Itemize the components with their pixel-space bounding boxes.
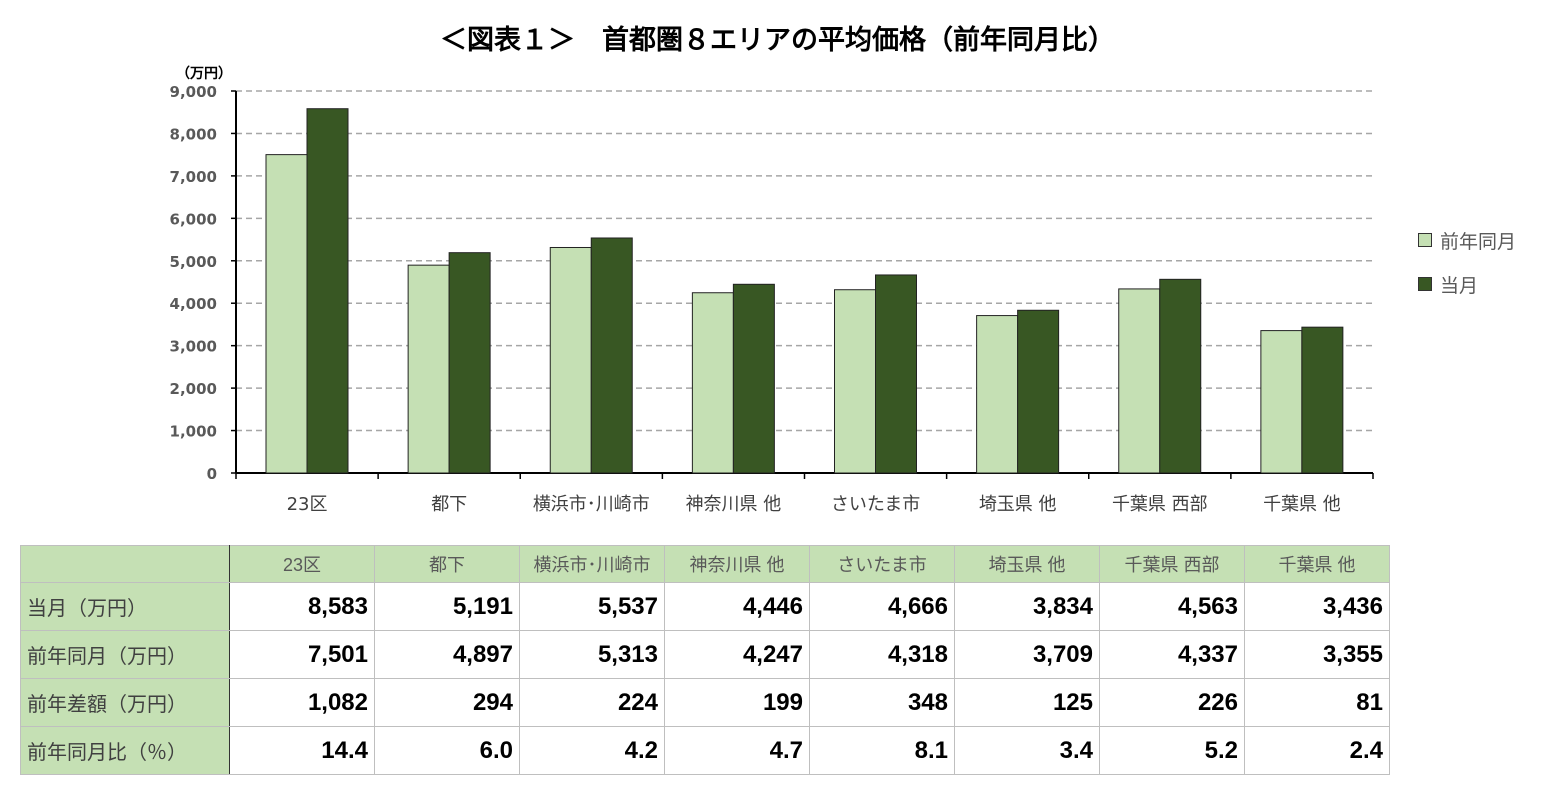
table-cell: 2.4 [1244, 726, 1390, 775]
table-cell: 199 [664, 678, 810, 727]
table-cell: 4,897 [374, 630, 520, 679]
row-label: 当月（万円） [20, 582, 230, 631]
y-axis-unit: （万円） [176, 66, 232, 82]
table-row: 前年差額（万円） 1,082 294 224 199 348 125 226 81 [20, 678, 1390, 727]
y-tick-label: 0 [207, 465, 217, 483]
bar-current-month [306, 108, 349, 474]
table-cell: 6.0 [374, 726, 520, 775]
table-cell: 4.7 [664, 726, 810, 775]
bar-current-month [590, 237, 633, 474]
y-tick-label: 3,000 [170, 338, 217, 356]
column-header: 千葉県 西部 [1099, 545, 1245, 583]
bar-previous-year [976, 315, 1019, 474]
chart-title: ＜図表１＞ 首都圏８エリアの平均価格（前年同月比） [440, 25, 1115, 56]
x-tick-label: 23区 [287, 494, 328, 515]
table-cell: 7,501 [229, 630, 375, 679]
table-cell: 4.2 [519, 726, 665, 775]
table-cell: 3,834 [954, 582, 1100, 631]
column-header: 千葉県 他 [1244, 545, 1390, 583]
bar-previous-year [549, 246, 592, 474]
data-table: 23区 都下 横浜市･川崎市 神奈川県 他さいたま市 埼玉県 他千葉県 西部 千葉県 他当… [20, 545, 1390, 775]
table-row: 前年同月比（％） 14.4 6.0 4.2 4.7 8.1 3.4 5.2 2.4 [20, 726, 1390, 775]
x-tick-label: 千葉県 他 [1263, 494, 1341, 515]
table-cell: 5,191 [374, 582, 520, 631]
y-tick-label: 6,000 [170, 210, 217, 228]
bar-current-month [448, 252, 491, 474]
table-cell: 5,537 [519, 582, 665, 631]
x-tick-label: 横浜市･川崎市 [533, 494, 650, 515]
column-header: 23区 [229, 545, 375, 583]
y-tick-label: 5,000 [170, 253, 217, 271]
table-cell: 226 [1099, 678, 1245, 727]
bar-previous-year [407, 264, 450, 474]
legend-label: 前年同月 [1440, 230, 1517, 253]
table-cell: 224 [519, 678, 665, 727]
bar-previous-year [1118, 288, 1161, 474]
row-label: 前年差額（万円） [20, 678, 230, 727]
table-cell: 125 [954, 678, 1100, 727]
table-cell: 3.4 [954, 726, 1100, 775]
table-cell: 5.2 [1099, 726, 1245, 775]
table-cell: 294 [374, 678, 520, 727]
column-header: 埼玉県 他 [954, 545, 1100, 583]
table-cell: 3,355 [1244, 630, 1390, 679]
table-cell: 4,666 [809, 582, 955, 631]
legend-item-current-month: 当月 [1418, 262, 1516, 306]
table-cell: 14.4 [229, 726, 375, 775]
table-cell: 81 [1244, 678, 1390, 727]
table-cell: 348 [809, 678, 955, 727]
header-corner [20, 545, 230, 583]
table-cell: 4,318 [809, 630, 955, 679]
x-tick-label: 神奈川県 他 [686, 494, 782, 515]
column-header: 都下 [374, 545, 520, 583]
legend-item-previous-year: 前年同月 [1418, 218, 1516, 262]
table-cell: 4,247 [664, 630, 810, 679]
x-tick-label: 埼玉県 他 [979, 494, 1057, 515]
table-row: 当月（万円） 8,583 5,191 5,537 4,446 4,666 3,834 4,56… [20, 582, 1390, 631]
legend-label: 当月 [1440, 274, 1479, 297]
bar-previous-year [834, 289, 876, 474]
bar-current-month [1017, 309, 1060, 474]
y-tick-label: 9,000 [170, 83, 217, 101]
table-cell: 3,709 [954, 630, 1100, 679]
table-cell: 4,337 [1099, 630, 1245, 679]
bar-previous-year [265, 154, 308, 474]
bar-current-month [875, 274, 917, 474]
column-header: 横浜市･川崎市 [519, 545, 665, 583]
bar-current-month [1159, 278, 1202, 474]
x-tick-label: 千葉県 西部 [1112, 494, 1208, 515]
column-header: さいたま市 [809, 545, 955, 583]
row-label: 前年同月（万円） [20, 630, 230, 679]
table-cell: 5,313 [519, 630, 665, 679]
x-tick-label: 都下 [431, 494, 467, 515]
x-tick-label: さいたま市 [831, 494, 920, 515]
row-label: 前年同月比（％） [20, 726, 230, 775]
table-cell: 4,563 [1099, 582, 1245, 631]
y-tick-label: 8,000 [170, 125, 217, 143]
y-tick-label: 4,000 [170, 295, 217, 313]
table-header-row: 23区 都下 横浜市･川崎市 神奈川県 他さいたま市 埼玉県 他千葉県 西部 千葉県 他 [20, 545, 1390, 583]
y-tick-label: 1,000 [170, 423, 217, 441]
legend: 前年同月 当月 [1418, 218, 1516, 306]
bar-chart: （万円） 0 1,000 2,000 3,000 4,000 5,000 6,000 7,000… [170, 66, 1374, 515]
table-row: 前年同月（万円） 7,501 4,897 5,313 4,247 4,318 3,709 4,… [20, 630, 1390, 679]
bar-current-month [1301, 326, 1344, 474]
table-cell: 3,436 [1244, 582, 1390, 631]
table-cell: 4,446 [664, 582, 810, 631]
table-cell: 1,082 [229, 678, 375, 727]
y-tick-label: 7,000 [170, 168, 217, 186]
bar-previous-year [1260, 330, 1303, 474]
table-cell: 8.1 [809, 726, 955, 775]
bar-current-month [732, 283, 775, 474]
legend-swatch [1418, 277, 1432, 291]
legend-swatch [1418, 233, 1432, 247]
column-header: 神奈川県 他 [664, 545, 810, 583]
bar-previous-year [691, 292, 734, 474]
y-tick-label: 2,000 [170, 380, 217, 398]
table-cell: 8,583 [229, 582, 375, 631]
